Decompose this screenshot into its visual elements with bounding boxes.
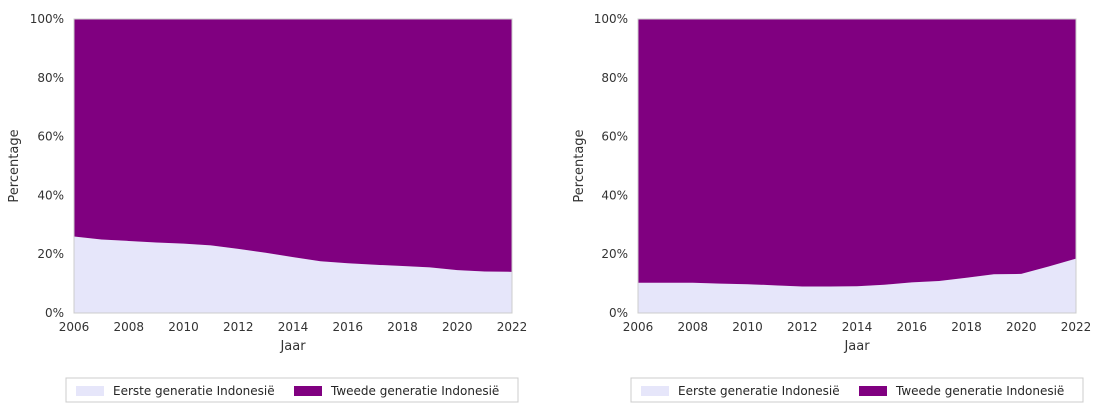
plot-frame bbox=[637, 18, 1077, 314]
x-tick-label: 2022 bbox=[1061, 320, 1092, 334]
y-tick-label: 20% bbox=[601, 247, 628, 261]
legend-label: Eerste generatie Indonesië bbox=[113, 384, 275, 398]
y-tick-label: 60% bbox=[37, 130, 64, 144]
x-tick-label: 2016 bbox=[896, 320, 927, 334]
y-axis-title: Percentage bbox=[7, 129, 22, 202]
x-axis-title: Jaar bbox=[843, 339, 870, 354]
x-tick-label: 2006 bbox=[59, 320, 90, 334]
legend-swatch bbox=[294, 386, 322, 396]
legend-swatch bbox=[859, 386, 887, 396]
plot-frame bbox=[73, 18, 513, 314]
area-series-tweede-generatie bbox=[74, 19, 512, 272]
x-tick-label: 2008 bbox=[677, 320, 708, 334]
chart-panel-2: 0% 20% 40% 60% 80% 100% 2006 2008 2010 2012 2014 20… bbox=[572, 12, 1092, 403]
x-tick-label: 2012 bbox=[787, 320, 818, 334]
x-tick-label: 2018 bbox=[951, 320, 982, 334]
y-tick-label: 20% bbox=[37, 247, 64, 261]
legend-box bbox=[65, 377, 519, 403]
x-axis-title: Jaar bbox=[279, 339, 306, 354]
x-tick-label: 2020 bbox=[442, 320, 473, 334]
x-tick-label: 2020 bbox=[1006, 320, 1037, 334]
x-tick-label: 2010 bbox=[168, 320, 199, 334]
y-tick-label: 0% bbox=[45, 306, 64, 320]
area-series-tweede-generatie bbox=[638, 19, 1076, 287]
x-tick-label: 2014 bbox=[842, 320, 873, 334]
x-tick-label: 2022 bbox=[497, 320, 528, 334]
legend-box bbox=[630, 377, 1084, 403]
chart-panel-1: 0% 20% 40% 60% 80% 100% 2006 2008 2010 2012 2014 20… bbox=[7, 12, 528, 403]
x-tick-label: 2008 bbox=[113, 320, 144, 334]
y-tick-label: 80% bbox=[601, 71, 628, 85]
legend: Eerste generatie Indonesië Tweede generat… bbox=[65, 377, 519, 403]
legend-swatch bbox=[641, 386, 669, 396]
legend: Eerste generatie Indonesië Tweede generat… bbox=[630, 377, 1084, 403]
y-tick-label: 80% bbox=[37, 71, 64, 85]
y-tick-label: 100% bbox=[594, 12, 628, 26]
area-series-eerste-generatie bbox=[638, 258, 1076, 313]
x-tick-label: 2012 bbox=[223, 320, 254, 334]
legend-label: Tweede generatie Indonesië bbox=[330, 384, 499, 398]
x-tick-label: 2006 bbox=[623, 320, 654, 334]
y-tick-label: 60% bbox=[601, 130, 628, 144]
x-tick-label: 2018 bbox=[387, 320, 418, 334]
legend-swatch bbox=[76, 386, 104, 396]
area-series-eerste-generatie bbox=[74, 236, 512, 313]
legend-label: Tweede generatie Indonesië bbox=[895, 384, 1064, 398]
legend-label: Eerste generatie Indonesië bbox=[678, 384, 840, 398]
y-axis-title: Percentage bbox=[572, 129, 587, 202]
y-tick-label: 100% bbox=[30, 12, 64, 26]
y-tick-label: 0% bbox=[609, 306, 628, 320]
x-tick-label: 2014 bbox=[278, 320, 309, 334]
y-tick-label: 40% bbox=[601, 188, 628, 202]
x-tick-label: 2010 bbox=[732, 320, 763, 334]
x-tick-label: 2016 bbox=[332, 320, 363, 334]
y-tick-label: 40% bbox=[37, 188, 64, 202]
